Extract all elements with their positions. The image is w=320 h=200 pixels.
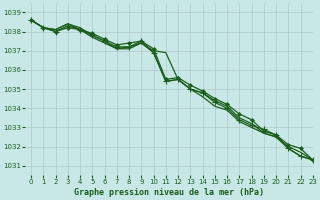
X-axis label: Graphe pression niveau de la mer (hPa): Graphe pression niveau de la mer (hPa) [74, 188, 264, 197]
